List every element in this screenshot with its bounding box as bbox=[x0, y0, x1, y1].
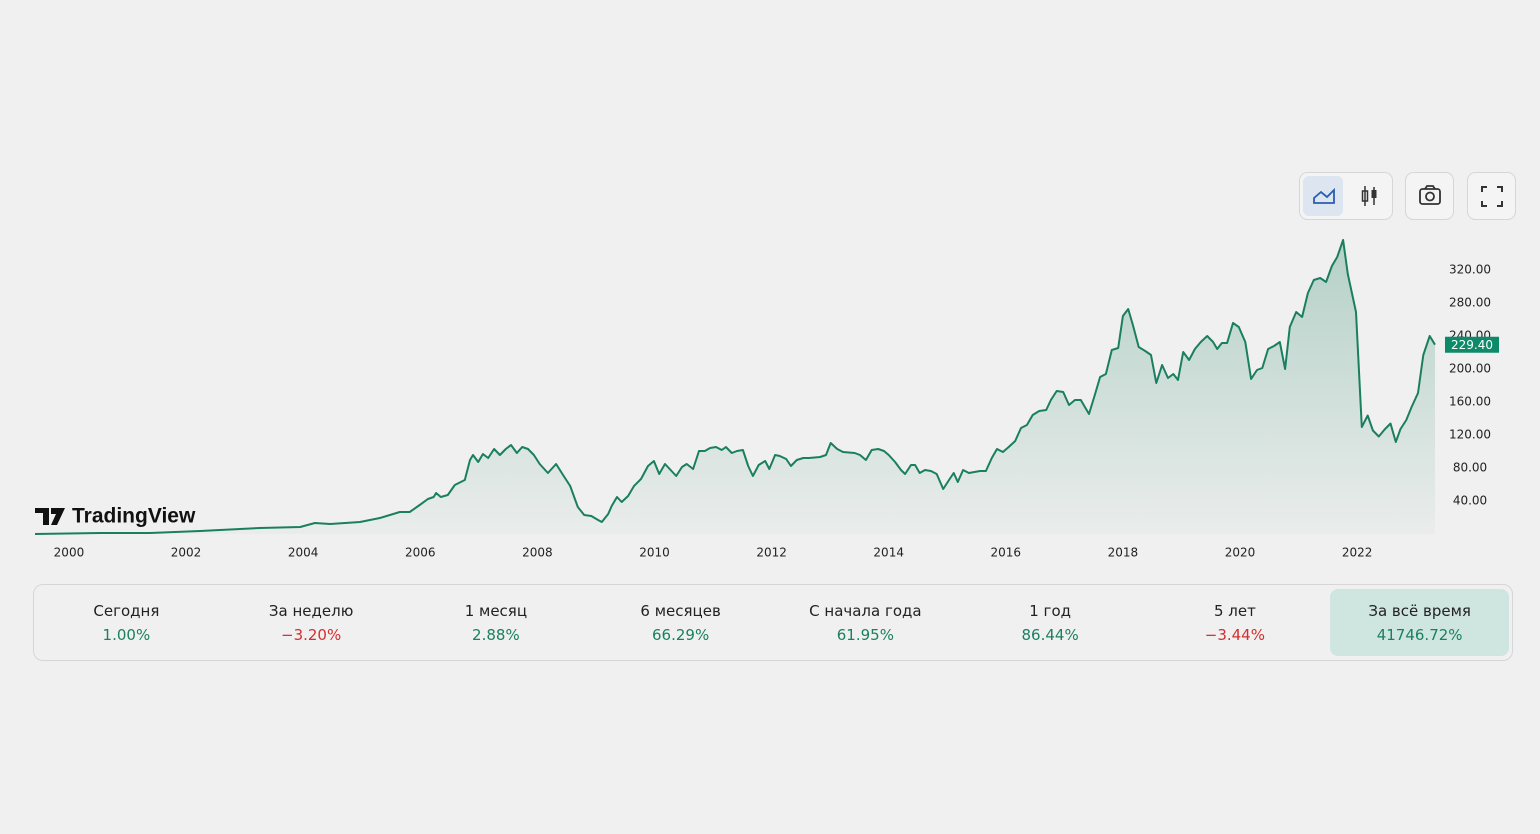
watermark-text: TradingView bbox=[72, 505, 196, 528]
period-label: За неделю bbox=[268, 601, 354, 620]
period-change: 86.44% bbox=[1021, 625, 1079, 644]
period-label: 1 месяц bbox=[464, 601, 528, 620]
period-change: 41746.72% bbox=[1376, 625, 1463, 644]
toolbar bbox=[1299, 172, 1516, 220]
period-label: За всё время bbox=[1368, 601, 1471, 620]
period-change: 66.29% bbox=[652, 625, 710, 644]
area-fill bbox=[35, 240, 1435, 534]
period-change: −3.20% bbox=[281, 625, 342, 644]
period-cell[interactable]: 1 месяц 2.88% bbox=[407, 589, 586, 656]
x-tick-label: 2020 bbox=[1225, 546, 1256, 560]
period-cell[interactable]: За неделю −3.20% bbox=[222, 589, 401, 656]
period-label: С начала года bbox=[809, 601, 922, 620]
x-tick-label: 2004 bbox=[288, 546, 319, 560]
period-cell[interactable]: С начала года 61.95% bbox=[776, 589, 955, 656]
period-change: 2.88% bbox=[472, 625, 520, 644]
y-tick-label: 200.00 bbox=[1449, 362, 1491, 376]
price-line bbox=[34, 239, 1436, 535]
watermark: TradingView bbox=[35, 505, 196, 528]
period-cell[interactable]: 6 месяцев 66.29% bbox=[591, 589, 770, 656]
period-label: 1 год bbox=[1029, 601, 1071, 620]
period-change: 1.00% bbox=[102, 625, 151, 644]
period-change: −3.44% bbox=[1204, 625, 1265, 644]
period-label: 5 лет bbox=[1213, 601, 1256, 620]
screenshot-button[interactable] bbox=[1405, 172, 1454, 220]
fullscreen-button[interactable] bbox=[1467, 172, 1516, 220]
x-tick-label: 2012 bbox=[756, 546, 787, 560]
last-price-label: 229.40 bbox=[1451, 338, 1493, 352]
y-tick-label: 120.00 bbox=[1449, 428, 1491, 442]
y-tick-label: 80.00 bbox=[1453, 461, 1487, 475]
returns-bar: Сегодня 1.00% За неделю −3.20% 1 месяц 2.88% 6… bbox=[33, 584, 1513, 661]
x-tick-label: 2006 bbox=[405, 546, 436, 560]
period-change: 61.95% bbox=[836, 625, 894, 644]
last-price-badge bbox=[1445, 336, 1499, 353]
x-tick-label: 2022 bbox=[1342, 546, 1373, 560]
candle-style-button[interactable] bbox=[1349, 176, 1389, 216]
period-label: 6 месяцев bbox=[640, 601, 721, 620]
period-cell[interactable]: 1 год 86.44% bbox=[961, 589, 1140, 656]
logo-icon bbox=[35, 508, 65, 525]
y-tick-label: 40.00 bbox=[1453, 494, 1487, 508]
x-tick-label: 2018 bbox=[1108, 546, 1139, 560]
x-tick-label: 2000 bbox=[54, 546, 85, 560]
x-tick-label: 2002 bbox=[171, 546, 202, 560]
area-style-button[interactable] bbox=[1303, 176, 1343, 216]
x-tick-label: 2010 bbox=[639, 546, 670, 560]
period-cell[interactable]: Сегодня 1.00% bbox=[37, 589, 216, 656]
area-icon bbox=[1313, 187, 1335, 204]
period-cell[interactable]: 5 лет −3.44% bbox=[1146, 589, 1325, 656]
period-label: Сегодня bbox=[93, 601, 160, 620]
x-tick-label: 2008 bbox=[522, 546, 553, 560]
period-cell[interactable]: За всё время 41746.72% bbox=[1330, 589, 1509, 656]
chart: TradingView 2000 2002 2004 2006 2008 2010 2012… bbox=[34, 172, 1516, 560]
x-tick-label: 2016 bbox=[991, 546, 1022, 560]
y-tick-label: 160.00 bbox=[1449, 395, 1491, 409]
y-tick-label: 320.00 bbox=[1449, 263, 1491, 277]
x-tick-label: 2014 bbox=[873, 546, 904, 560]
y-tick-label: 280.00 bbox=[1449, 296, 1491, 310]
